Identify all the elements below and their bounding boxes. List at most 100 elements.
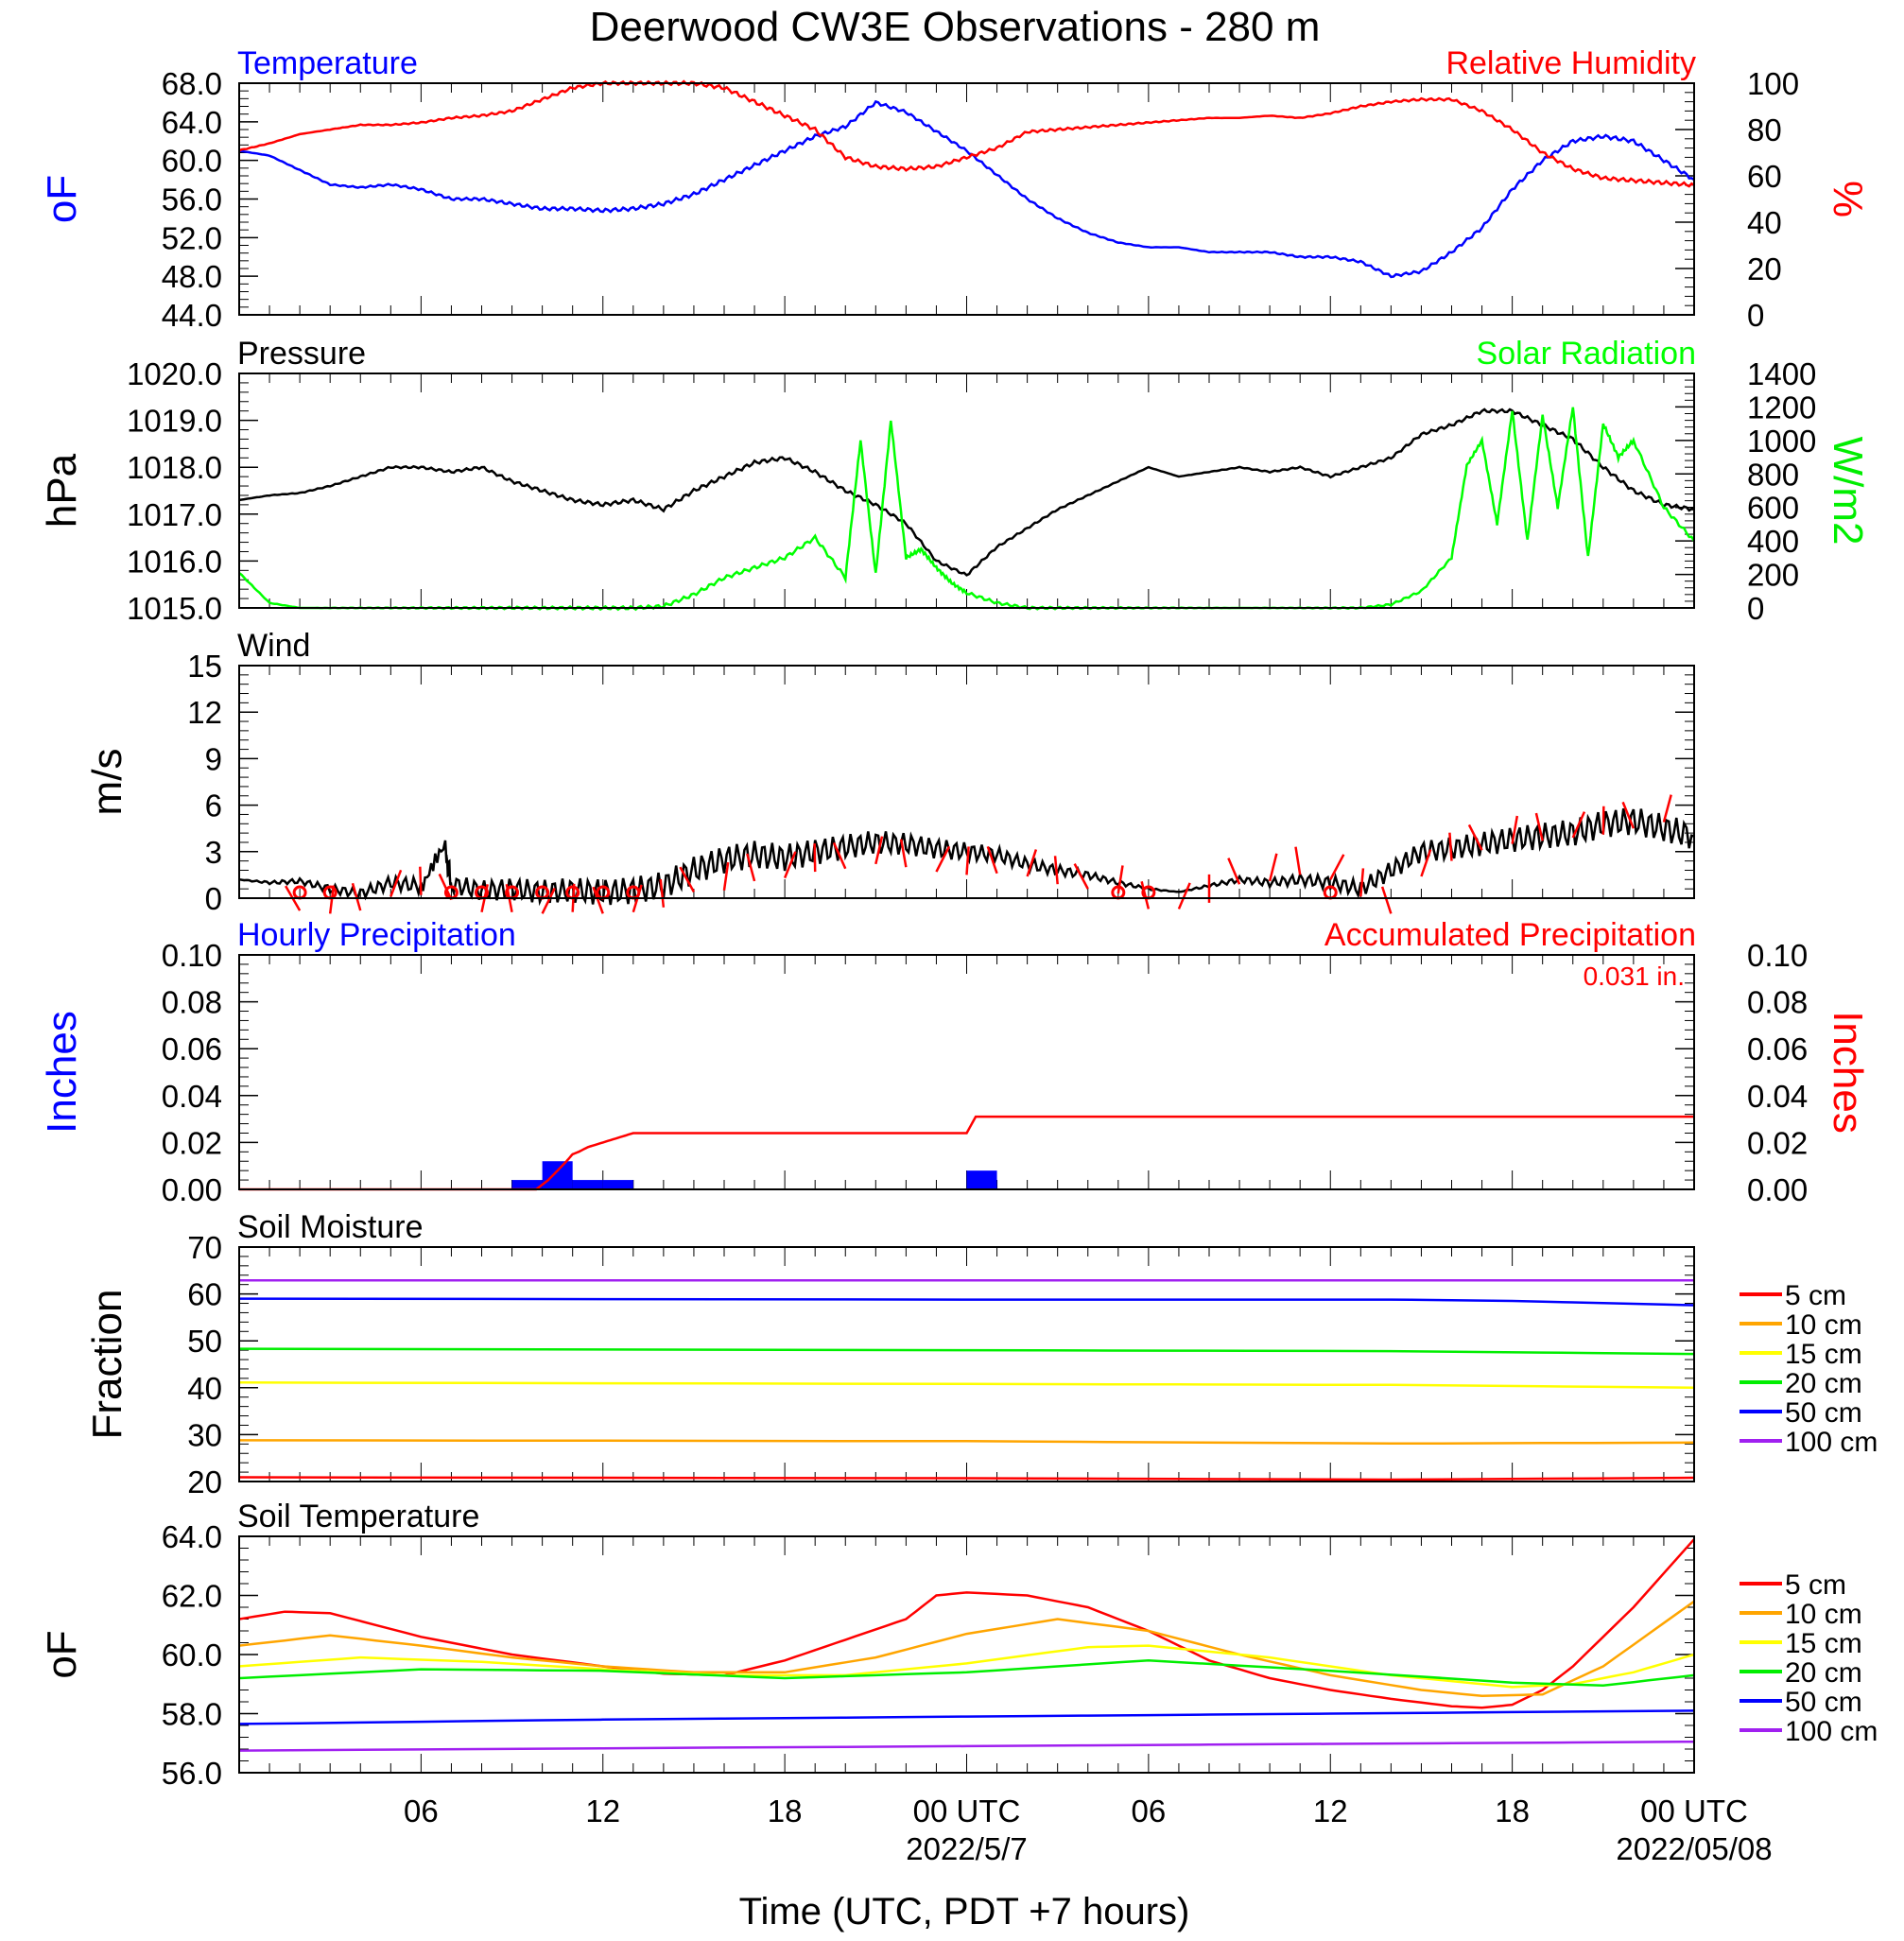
wind-barb xyxy=(1420,849,1432,877)
y-axis-label-left: oF xyxy=(39,175,85,223)
y-tick-label-left: 68.0 xyxy=(162,66,222,101)
series-line-10-cm xyxy=(238,1439,1695,1446)
x-tick-label: 12 xyxy=(1313,1794,1348,1828)
wind-barb xyxy=(419,866,423,895)
y-tick-label-left: 6 xyxy=(205,789,222,823)
y-tick-label-right: 0 xyxy=(1747,298,1764,333)
y-tick-label-right: 0.10 xyxy=(1747,938,1808,973)
series-line-100-cm xyxy=(238,1740,1695,1752)
wind-barb xyxy=(1448,832,1453,861)
series-line-solar-radiation xyxy=(238,407,1696,612)
y-tick-label-right: 1200 xyxy=(1747,390,1816,425)
panel-title-left: Wind xyxy=(237,628,310,664)
y-axis-label-left: hPa xyxy=(39,453,85,528)
y-tick-label-left: 64.0 xyxy=(162,105,222,140)
y-axis-label-left: m/s xyxy=(84,749,130,816)
wind-barb xyxy=(351,882,362,911)
panel-frame xyxy=(238,665,1695,899)
y-tick-label-left: 50 xyxy=(187,1324,222,1359)
precip-bar xyxy=(572,1180,603,1189)
y-tick-label-left: 0.02 xyxy=(162,1125,222,1160)
wind-barb xyxy=(1026,849,1038,877)
y-tick-label-left: 70 xyxy=(187,1230,222,1265)
panel-title-left: Hourly Precipitation xyxy=(237,917,516,953)
panel-title-left: Soil Moisture xyxy=(237,1209,424,1245)
wind-barb xyxy=(986,845,998,875)
wind-barb xyxy=(1380,886,1393,914)
y-tick-label-right: 0 xyxy=(1747,591,1764,626)
wind-barb xyxy=(1177,882,1191,910)
wind-barb xyxy=(1073,863,1089,890)
wind-barb xyxy=(1601,806,1605,835)
y-axis-label-right: W/m2 xyxy=(1825,437,1871,546)
y-tick-label-left: 44.0 xyxy=(162,298,222,333)
series-line-relative-humidity xyxy=(238,79,1695,188)
y-tick-label-left: 0.06 xyxy=(162,1031,222,1066)
wind-barb xyxy=(1268,853,1278,882)
panel-title-right: Accumulated Precipitation xyxy=(1324,917,1696,953)
legend-label: 20 cm xyxy=(1785,1368,1862,1399)
panel-title-left: Pressure xyxy=(237,336,366,372)
x-tick-label: 18 xyxy=(768,1794,803,1828)
panel-4 xyxy=(238,1246,1695,1482)
y-tick-label-left: 56.0 xyxy=(162,1756,222,1791)
series-line-wind xyxy=(238,808,1695,907)
x-tick-label: 00 UTC xyxy=(1640,1794,1748,1828)
y-tick-label-right: 60 xyxy=(1747,159,1782,194)
y-tick-label-right: 0.06 xyxy=(1747,1031,1808,1066)
y-tick-label-left: 0.04 xyxy=(162,1079,222,1114)
wind-barb xyxy=(438,873,453,901)
y-tick-label-left: 64.0 xyxy=(162,1519,222,1554)
wind-barb xyxy=(328,885,336,914)
wind-barb xyxy=(1662,794,1672,823)
x-tick-label: 00 UTC xyxy=(913,1794,1021,1828)
panel-frame xyxy=(238,1246,1695,1482)
wind-barb xyxy=(965,846,970,875)
legend-label: 15 cm xyxy=(1785,1339,1862,1370)
panel-1 xyxy=(238,373,1696,612)
wind-barb xyxy=(541,887,556,914)
y-tick-label-right: 0.00 xyxy=(1747,1172,1808,1207)
y-axis-label-right: Inches xyxy=(1825,1011,1871,1134)
wind-barb xyxy=(783,851,797,879)
series-line-5-cm xyxy=(238,1538,1695,1709)
wind-barb xyxy=(592,886,604,914)
y-tick-label-right: 0.08 xyxy=(1747,985,1808,1020)
wind-barb xyxy=(722,861,730,891)
y-tick-label-right: 0.02 xyxy=(1747,1125,1808,1160)
chart-title: Deerwood CW3E Observations - 280 m xyxy=(590,4,1321,50)
wind-barb xyxy=(679,866,696,893)
y-tick-label-left: 20 xyxy=(187,1464,222,1499)
wind-barb xyxy=(1621,801,1636,829)
panel-3 xyxy=(238,954,1695,1191)
y-tick-label-right: 40 xyxy=(1747,205,1782,240)
panel-5 xyxy=(238,1535,1695,1774)
wind-barb xyxy=(899,839,908,868)
y-tick-label-left: 1020.0 xyxy=(127,356,222,391)
y-tick-label-left: 52.0 xyxy=(162,220,222,255)
y-tick-label-left: 60 xyxy=(187,1277,222,1312)
series-line-50-cm xyxy=(238,1709,1695,1725)
legend-label: 10 cm xyxy=(1785,1599,1862,1630)
legend-label: 20 cm xyxy=(1785,1657,1862,1689)
y-tick-label-left: 0.10 xyxy=(162,938,222,973)
y-axis-label-left: Inches xyxy=(39,1011,85,1134)
y-tick-label-left: 1016.0 xyxy=(127,544,222,579)
panel-title-right: Relative Humidity xyxy=(1445,45,1696,81)
x-tick-label: 18 xyxy=(1495,1794,1530,1828)
legend-label: 100 cm xyxy=(1785,1427,1878,1458)
wind-barb xyxy=(1116,865,1124,894)
legend-label: 50 cm xyxy=(1785,1397,1862,1429)
series-line-20-cm xyxy=(238,1347,1695,1356)
y-tick-label-left: 60.0 xyxy=(162,1638,222,1672)
wind-barb xyxy=(1294,846,1302,875)
y-tick-label-left: 1019.0 xyxy=(127,404,222,439)
precip-bar xyxy=(966,1170,997,1189)
y-tick-label-right: 800 xyxy=(1747,457,1799,492)
y-tick-label-left: 56.0 xyxy=(162,182,222,217)
y-tick-label-left: 12 xyxy=(187,695,222,730)
x-tick-date: 2022/05/08 xyxy=(1616,1831,1772,1866)
y-tick-label-left: 0.00 xyxy=(162,1172,222,1207)
y-axis-label-left: oF xyxy=(39,1630,85,1678)
